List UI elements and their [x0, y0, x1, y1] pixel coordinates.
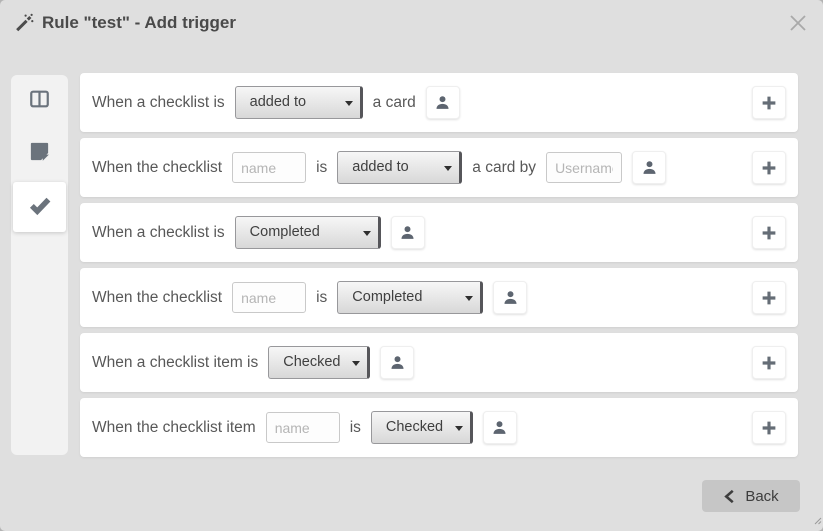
trigger-label-mid: is [316, 288, 328, 306]
trigger-label-suffix: a card [372, 93, 416, 111]
plus-icon [762, 161, 776, 174]
checklist-action-select[interactable]: added to [234, 86, 363, 119]
trigger-label-mid: is [349, 418, 361, 436]
sidebar-item-board-triggers[interactable] [13, 76, 66, 126]
plus-icon [762, 291, 776, 304]
sidebar-item-checklist-triggers[interactable] [13, 182, 66, 232]
close-icon[interactable] [789, 14, 807, 32]
user-icon [493, 421, 506, 434]
add-trigger-button[interactable] [752, 411, 786, 444]
trigger-row-checklist-added: When a checklist is added to a card [80, 73, 798, 132]
chevron-down-icon [454, 426, 463, 431]
chevron-down-icon [344, 101, 353, 106]
add-trigger-button[interactable] [752, 216, 786, 249]
trigger-row-checklist-completed: When a checklist is Completed [80, 203, 798, 262]
add-trigger-button[interactable] [752, 151, 786, 184]
item-state-select[interactable]: Checked [268, 346, 371, 379]
trigger-label: When a checklist item is [92, 353, 259, 371]
chevron-left-icon [724, 489, 734, 503]
select-value: Checked [385, 419, 444, 435]
trigger-label: When the checklist item [92, 418, 256, 436]
item-state-select[interactable]: Checked [370, 411, 473, 444]
user-icon [401, 226, 414, 239]
trigger-category-sidebar [11, 75, 68, 455]
add-trigger-button[interactable] [752, 346, 786, 379]
card-icon [28, 140, 51, 168]
magic-wand-icon [14, 13, 34, 33]
chevron-down-icon [352, 361, 361, 366]
user-icon [504, 291, 517, 304]
member-button[interactable] [380, 346, 415, 379]
select-value: added to [352, 159, 409, 175]
select-value: Completed [352, 289, 423, 305]
add-trigger-button[interactable] [752, 86, 786, 119]
checklist-action-select[interactable]: added to [337, 151, 463, 184]
trigger-label: When a checklist is [92, 93, 225, 111]
username-input[interactable] [546, 152, 623, 183]
trigger-row-item-checked: When a checklist item is Checked [80, 333, 798, 392]
user-icon [391, 356, 404, 369]
trigger-label-suffix: a card by [472, 158, 537, 176]
plus-icon [762, 96, 776, 109]
chevron-down-icon [465, 296, 474, 301]
board-columns-icon [28, 88, 51, 115]
checklist-name-input[interactable] [232, 152, 307, 183]
select-value: Completed [249, 224, 320, 240]
member-button[interactable] [632, 151, 667, 184]
resize-grip-icon[interactable] [814, 512, 822, 530]
back-button[interactable]: Back [702, 480, 800, 512]
chevron-down-icon [362, 231, 371, 236]
checklist-state-select[interactable]: Completed [234, 216, 381, 249]
trigger-row-named-item-checked: When the checklist item is Checked [80, 398, 798, 457]
sidebar-item-card-triggers[interactable] [13, 129, 66, 179]
plus-icon [762, 226, 776, 239]
trigger-label: When the checklist [92, 158, 223, 176]
checklist-state-select[interactable]: Completed [337, 281, 484, 314]
user-icon [643, 161, 656, 174]
plus-icon [762, 421, 776, 434]
dialog-header: Rule "test" - Add trigger [0, 0, 823, 46]
trigger-row-named-checklist-added: When the checklist is added to a card by [80, 138, 798, 197]
select-value: added to [249, 94, 307, 110]
select-value: Checked [283, 354, 341, 370]
user-icon [436, 96, 449, 109]
trigger-label: When the checklist [92, 288, 223, 306]
chevron-down-icon [444, 166, 453, 171]
trigger-label-mid: is [316, 158, 328, 176]
dialog-title: Rule "test" - Add trigger [42, 13, 236, 32]
trigger-row-named-checklist-completed: When the checklist is Completed [80, 268, 798, 327]
item-name-input[interactable] [265, 412, 340, 443]
back-button-label: Back [745, 487, 779, 505]
plus-icon [762, 356, 776, 369]
member-button[interactable] [390, 216, 425, 249]
trigger-label: When a checklist is [92, 223, 225, 241]
member-button[interactable] [493, 281, 528, 314]
checklist-name-input[interactable] [232, 282, 307, 313]
add-trigger-button[interactable] [752, 281, 786, 314]
checkmark-icon [27, 192, 53, 223]
trigger-list: When a checklist is added to a card When… [80, 73, 798, 463]
member-button[interactable] [482, 411, 517, 444]
member-button[interactable] [425, 86, 460, 119]
